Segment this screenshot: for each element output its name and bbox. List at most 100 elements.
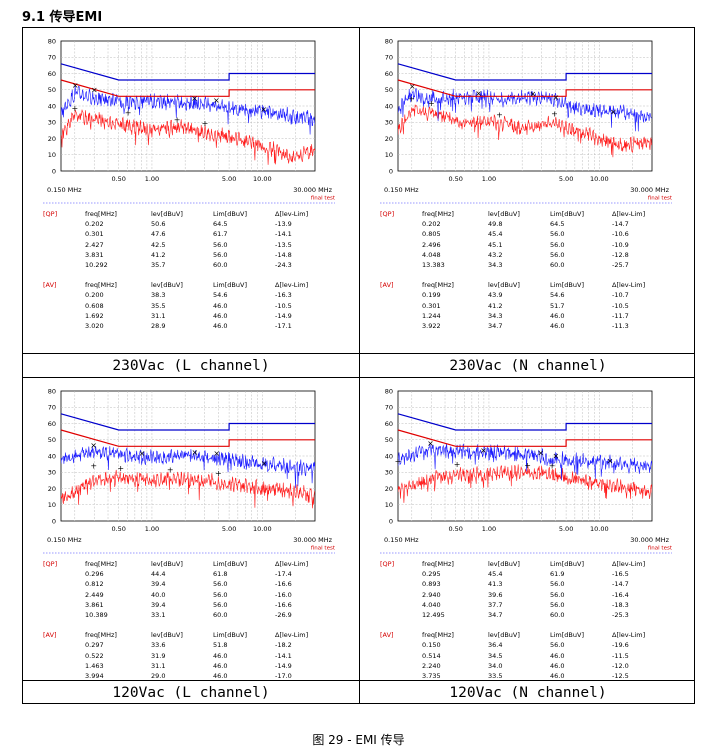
table-row: 3.735 33.5 46.0 -12.5: [380, 672, 680, 682]
table-row: 4.048 43.2 56.0 -12.8: [380, 251, 680, 261]
table-cell: 56.0: [550, 590, 565, 599]
table-cell: 31.9: [151, 651, 166, 660]
table-cell: 43.9: [488, 291, 503, 300]
qp-marker: ×: [475, 89, 482, 98]
table-cell: 0.805: [422, 230, 441, 239]
table-cell: 10.389: [85, 610, 108, 619]
figure-caption: 图 29 - EMI 传导: [312, 733, 405, 747]
table-cell: 3.735: [422, 671, 441, 680]
limit-line-qp: [397, 413, 652, 431]
qp-marker: ×: [213, 96, 220, 105]
x-end-label: 30.000 MHz: [293, 186, 332, 194]
table-header-cell: Lim[dBuV]: [550, 281, 584, 290]
table-cell: 4.048: [422, 250, 441, 259]
table-header-cell: freq[MHz]: [85, 560, 117, 568]
table-header-cell: Δ[lev-Lim]: [612, 210, 646, 218]
x-start-label: 0.150 MHz: [47, 536, 82, 544]
table-cell: -16.6: [275, 600, 292, 609]
table-cell: 0.202: [85, 220, 104, 229]
table-header-cell: freq[MHz]: [85, 210, 117, 218]
table-header-cell: freq[MHz]: [85, 631, 117, 640]
limit-line-qp: [397, 63, 652, 81]
table-cell: 50.6: [151, 220, 166, 229]
table-cell: -17.1: [275, 321, 292, 330]
y-tick-label: 50: [385, 436, 393, 444]
table-header-row: [QP] freq[MHz] lev[dBuV] Lim[dBuV] Δ[lev-Lim…: [43, 210, 343, 220]
table-cell: -13.9: [275, 220, 292, 229]
table-cell: 60.0: [213, 260, 228, 269]
y-tick-label: 20: [48, 485, 56, 493]
table-cell: -18.3: [612, 600, 629, 609]
table-row: 0.150 36.4 56.0 -19.6: [380, 641, 680, 651]
table-cell: 51.8: [213, 641, 228, 650]
table-header-cell: Lim[dBuV]: [213, 560, 247, 568]
x-tick-label: 5.00: [559, 525, 573, 533]
table-header-row: [QP] freq[MHz] lev[dBuV] Lim[dBuV] Δ[lev-Lim…: [380, 210, 680, 220]
table-cell: -10.9: [612, 240, 629, 249]
table-cell: 29.0: [151, 671, 166, 680]
table-cell: 0.608: [85, 301, 104, 310]
table-cell: 46.0: [213, 651, 228, 660]
table-row: 10.389 33.1 60.0 -26.9: [43, 611, 343, 621]
qp-marker: ×: [139, 449, 146, 458]
table-cell: 42.5: [151, 240, 166, 249]
table-header-cell: Lim[dBuV]: [213, 631, 247, 640]
table-header-cell: Δ[lev-Lim]: [612, 631, 646, 640]
table-header-cell: lev[dBuV]: [151, 281, 183, 290]
av-marker: +: [174, 115, 181, 124]
table-row: 0.301 47.6 61.7 -14.1: [43, 230, 343, 240]
table-header-cell: Δ[lev-Lim]: [612, 281, 646, 290]
table-cell: 44.4: [151, 570, 166, 579]
table-cell: 0.200: [85, 291, 104, 300]
y-tick-label: 10: [385, 151, 393, 159]
table-cell: -14.7: [612, 220, 629, 229]
table-cell: 46.0: [550, 651, 565, 660]
y-tick-label: 40: [385, 102, 393, 110]
x-tick-label: 10.00: [590, 525, 609, 533]
panel-caption-2: 120Vac (L channel): [112, 685, 270, 701]
table-cell: 45.1: [488, 240, 503, 249]
table-cell: -14.1: [275, 230, 292, 239]
panel-caption-3: 120Vac (N channel): [449, 685, 607, 701]
table-cell: 56.0: [550, 600, 565, 609]
av-marker: +: [215, 469, 222, 478]
table-row: 0.812 39.4 56.0 -16.6: [43, 580, 343, 590]
table-cell: 46.0: [550, 671, 565, 680]
table-cell: 33.1: [151, 610, 166, 619]
y-tick-label: 30: [48, 469, 56, 477]
table-header-cell: lev[dBuV]: [151, 560, 183, 568]
table-row: 3.020 28.9 46.0 -17.1: [43, 322, 343, 332]
x-end-label: 30.000 MHz: [293, 536, 332, 544]
x-tick-label: 1.00: [482, 525, 496, 533]
x-end-label: 30.000 MHz: [630, 536, 669, 544]
table-header-cell: freq[MHz]: [422, 210, 454, 218]
detector-tag: [QP]: [43, 210, 58, 218]
measurement-table-3: [QP] freq[MHz] lev[dBuV] Lim[dBuV] Δ[lev-Lim…: [380, 560, 680, 682]
table-cell: 56.0: [550, 230, 565, 239]
table-cell: 0.296: [85, 570, 104, 579]
table-row: 12.495 34.7 60.0 -25.3: [380, 611, 680, 621]
limit-line-av: [397, 79, 652, 97]
detector-tag: [AV]: [380, 281, 394, 290]
av-marker: +: [428, 99, 435, 108]
table-header-cell: freq[MHz]: [422, 281, 454, 290]
table-cell: 35.7: [151, 260, 166, 269]
table-cell: -12.5: [612, 671, 629, 680]
table-cell: 12.495: [422, 610, 445, 619]
measurement-table-2: [QP] freq[MHz] lev[dBuV] Lim[dBuV] Δ[lev-Lim…: [43, 560, 343, 682]
x-start-label: 0.150 MHz: [47, 186, 82, 194]
y-tick-label: 60: [48, 420, 56, 428]
y-tick-label: 80: [48, 387, 56, 395]
table-row: 2.496 45.1 56.0 -10.9: [380, 241, 680, 251]
av-marker: +: [125, 108, 132, 117]
table-header-cell: Lim[dBuV]: [550, 560, 584, 568]
table-row: 0.202 49.8 64.5 -14.7: [380, 220, 680, 230]
table-header-cell: lev[dBuV]: [151, 210, 183, 218]
table-row: 2.449 40.0 56.0 -16.0: [43, 591, 343, 601]
table-cell: 43.2: [488, 250, 503, 259]
table-cell: 33.6: [151, 641, 166, 650]
table-header-row: [AV] freq[MHz] lev[dBuV] Lim[dBuV] Δ[lev-Lim…: [43, 631, 343, 641]
table-cell: 3.922: [422, 321, 441, 330]
qp-marker: ×: [90, 441, 97, 450]
final-test-label: final test: [648, 196, 673, 202]
